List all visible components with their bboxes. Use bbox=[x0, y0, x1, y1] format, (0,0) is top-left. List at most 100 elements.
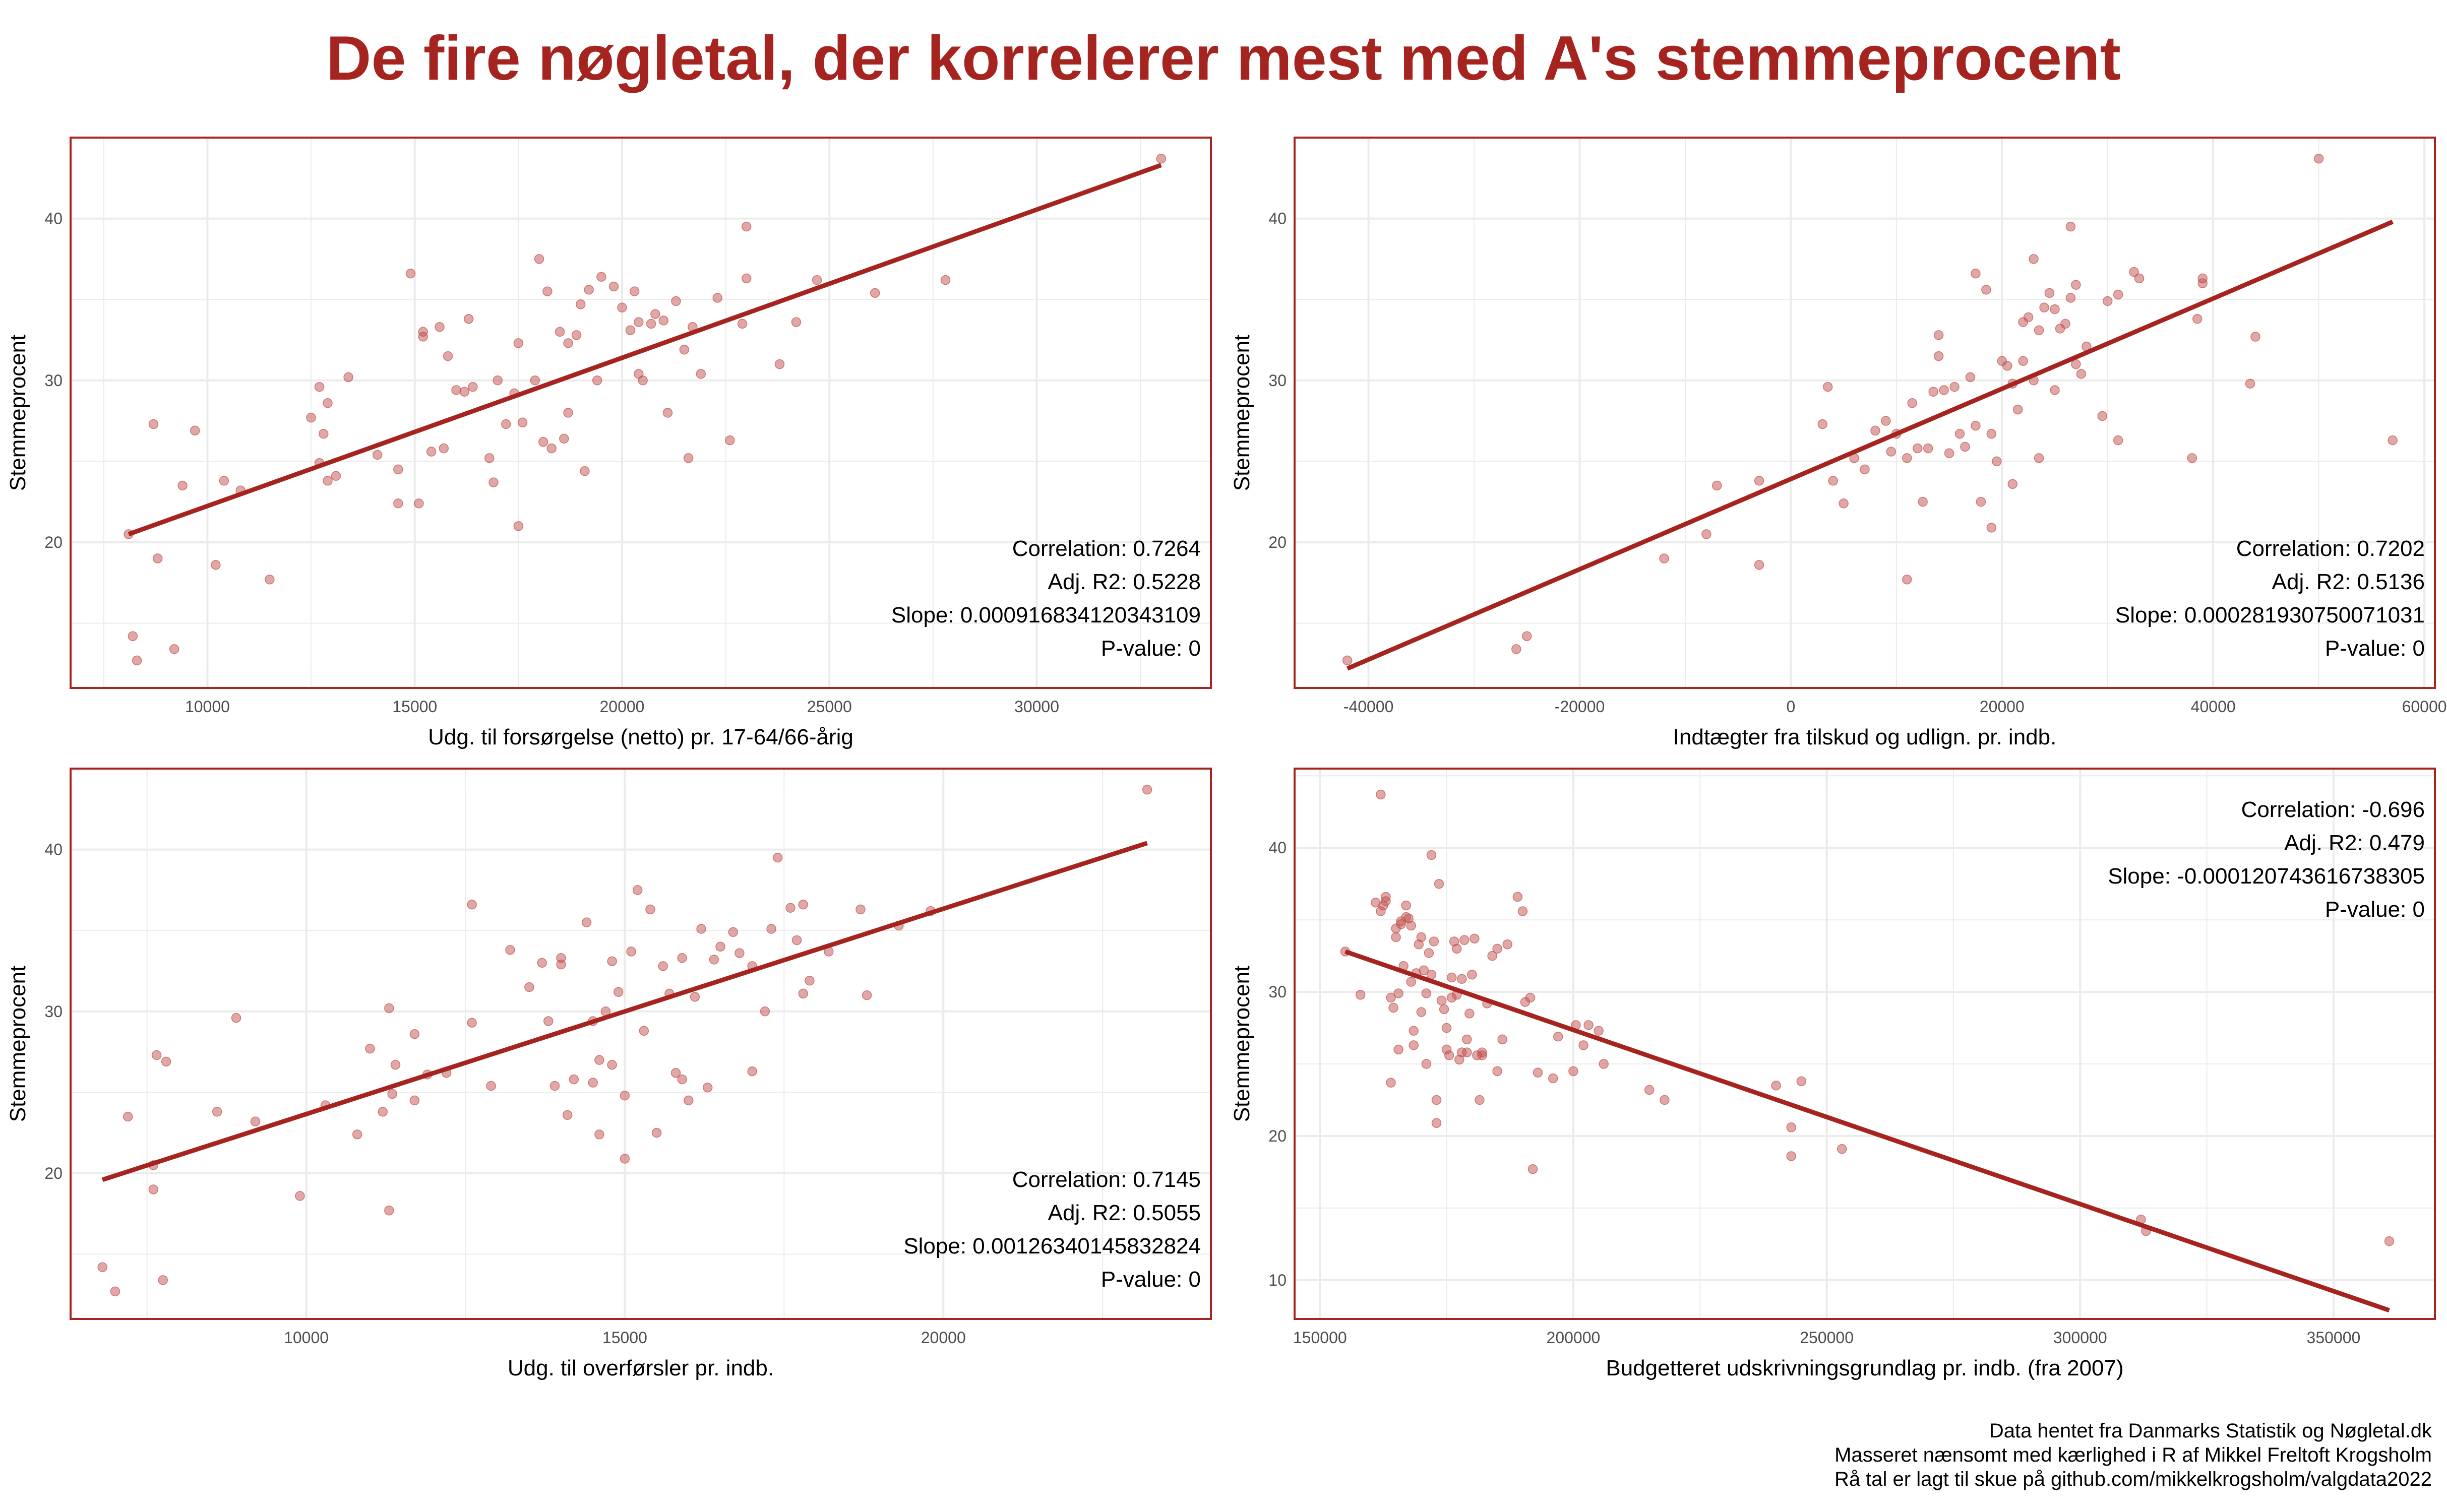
scatter-point bbox=[1459, 935, 1470, 945]
scatter-point bbox=[1464, 1009, 1475, 1019]
x-tick-label: 300000 bbox=[2053, 1329, 2107, 1347]
scatter-point bbox=[538, 437, 548, 447]
scatter-point bbox=[588, 1078, 598, 1088]
scatter-point bbox=[2076, 369, 2087, 379]
x-tick-label: -20000 bbox=[1555, 698, 1605, 716]
scatter-point bbox=[390, 1060, 401, 1070]
x-tick-label: 25000 bbox=[807, 698, 852, 716]
stat-annotation: Correlation: -0.696 bbox=[2241, 797, 2425, 822]
scatter-point bbox=[405, 269, 416, 279]
stat-annotation: P-value: 0 bbox=[1101, 1267, 1201, 1292]
scatter-point bbox=[1492, 1066, 1502, 1077]
scatter-point bbox=[646, 319, 656, 329]
scatter-point bbox=[1525, 992, 1536, 1003]
scatter-point bbox=[1487, 951, 1497, 961]
scatter-point bbox=[530, 375, 540, 386]
scatter-point bbox=[684, 1095, 694, 1106]
scatter-point bbox=[620, 1091, 630, 1101]
scatter-point bbox=[1712, 480, 1722, 491]
scatter-point bbox=[2071, 359, 2081, 369]
scatter-point bbox=[1475, 1095, 1485, 1105]
scatter-point bbox=[501, 419, 511, 429]
x-tick-label: 150000 bbox=[1293, 1329, 1347, 1347]
scatter-point bbox=[1986, 429, 1997, 439]
scatter-point bbox=[537, 958, 547, 968]
scatter-point bbox=[306, 412, 316, 423]
scatter-point bbox=[128, 631, 138, 641]
scatter-point bbox=[1492, 943, 1502, 954]
y-tick-label: 30 bbox=[1268, 983, 1287, 1001]
scatter-point bbox=[265, 575, 275, 585]
scatter-point bbox=[2313, 154, 2324, 164]
stat-annotation: P-value: 0 bbox=[2325, 636, 2425, 661]
scatter-point bbox=[677, 1074, 687, 1085]
scatter-point bbox=[1527, 1164, 1538, 1174]
scatter-point bbox=[2029, 254, 2039, 264]
scatter-point bbox=[2050, 385, 2060, 395]
scatter-point bbox=[152, 553, 163, 563]
scatter-point bbox=[418, 332, 428, 342]
y-tick-label: 20 bbox=[44, 1164, 63, 1182]
scatter-point bbox=[592, 375, 602, 386]
scatter-point bbox=[1939, 385, 1949, 395]
scatter-point bbox=[352, 1129, 362, 1140]
stat-annotation: P-value: 0 bbox=[2325, 897, 2425, 922]
scatter-point bbox=[1497, 1034, 1507, 1045]
scatter-point bbox=[634, 317, 644, 327]
scatter-point bbox=[2192, 313, 2203, 324]
scatter-point bbox=[1457, 974, 1467, 984]
regression-line bbox=[1346, 219, 2394, 671]
x-tick-label: 40000 bbox=[2191, 698, 2236, 716]
scatter-point bbox=[409, 1029, 420, 1039]
scatter-point bbox=[658, 316, 668, 326]
scatter-point bbox=[1594, 1026, 1604, 1036]
scatter-point bbox=[467, 900, 477, 910]
scatter-point bbox=[1976, 496, 1986, 507]
scatter-point bbox=[1796, 1076, 1807, 1087]
scatter-point bbox=[1446, 972, 1457, 983]
scatter-point bbox=[556, 953, 566, 963]
scatter-point bbox=[148, 1184, 159, 1194]
scatter-point bbox=[1928, 387, 1938, 397]
x-tick-label: 10000 bbox=[185, 698, 230, 716]
scatter-point bbox=[1444, 1050, 1454, 1060]
scatter-point bbox=[1502, 939, 1512, 950]
scatter-point bbox=[1822, 382, 1833, 392]
scatter-point bbox=[549, 1081, 560, 1091]
scatter-point bbox=[563, 408, 573, 418]
scatter-point bbox=[2065, 293, 2076, 303]
scatter-point bbox=[1416, 932, 1427, 942]
scatter-point bbox=[2065, 221, 2076, 232]
x-tick-label: 15000 bbox=[602, 1329, 647, 1347]
panel-border bbox=[70, 137, 1212, 689]
scatter-point bbox=[812, 275, 822, 285]
scatter-point bbox=[2060, 319, 2070, 329]
scatter-point bbox=[870, 288, 880, 298]
scatter-point bbox=[1439, 1004, 1449, 1015]
scatter-point bbox=[1881, 416, 1891, 426]
scatter-point bbox=[1355, 990, 1366, 1000]
scatter-point bbox=[1786, 1151, 1796, 1161]
scatter-point bbox=[343, 372, 353, 383]
caption-line-source: Data hentet fra Danmarks Statistik og Nø… bbox=[1989, 1420, 2432, 1442]
scatter-point bbox=[1434, 878, 1444, 889]
scatter-point bbox=[626, 947, 636, 957]
y-tick-label: 30 bbox=[44, 371, 63, 390]
scatter-point bbox=[1401, 900, 1411, 911]
panel-border bbox=[1294, 137, 2436, 689]
scatter-point bbox=[2018, 356, 2028, 366]
scatter-point bbox=[1912, 443, 1923, 454]
regression-line bbox=[101, 841, 1148, 1182]
scatter-point bbox=[393, 464, 403, 475]
scatter-point bbox=[1660, 1095, 1670, 1105]
scatter-point bbox=[581, 917, 592, 927]
y-axis-title: Stemmeprocent bbox=[6, 966, 30, 1122]
scatter-point bbox=[2097, 411, 2107, 421]
scatter-point bbox=[2113, 289, 2123, 300]
scatter-point bbox=[414, 498, 424, 509]
scatter-point bbox=[1923, 443, 1933, 454]
stat-annotation: Slope: 0.00126340145832824 bbox=[903, 1234, 1201, 1258]
scatter-point bbox=[2034, 453, 2044, 463]
scatter-point bbox=[658, 961, 668, 971]
